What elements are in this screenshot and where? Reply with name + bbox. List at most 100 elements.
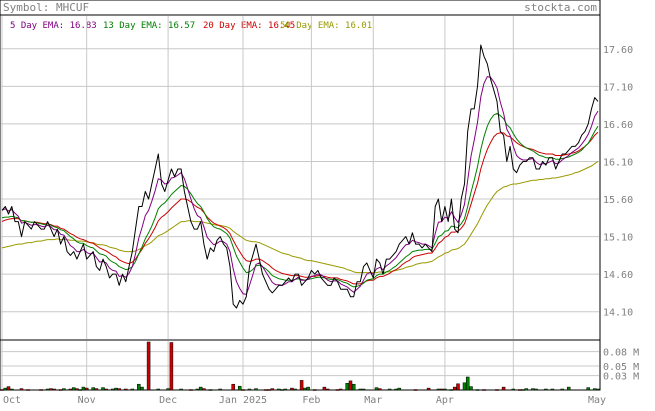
volume-bar <box>550 388 555 391</box>
volume-bar <box>358 388 363 391</box>
volume-bar <box>247 388 252 391</box>
volume-bar <box>534 388 538 391</box>
ema13-line <box>1 112 599 288</box>
volume-bar <box>566 386 571 391</box>
volume-tick-label: 0.03 M <box>603 372 639 383</box>
volume-bar <box>387 388 392 391</box>
volume-tick-label: 0.08 M <box>603 348 639 359</box>
volume-bar <box>130 388 135 391</box>
volume-bar <box>195 388 200 391</box>
volume-bar <box>531 388 535 391</box>
volume-bar <box>322 386 327 391</box>
x-tick-label: Oct <box>3 395 21 406</box>
volume-bar <box>560 388 564 391</box>
x-tick-label: May <box>588 395 606 406</box>
volume-bar <box>267 389 271 391</box>
price-line <box>1 44 599 309</box>
volume-bar <box>91 387 95 391</box>
volume-tick-label: 0.05 M <box>603 362 639 373</box>
volume-bar <box>78 389 82 391</box>
volume-bar <box>521 389 525 391</box>
volume-bar <box>348 380 353 391</box>
volume-bar <box>26 389 30 391</box>
volume-bar <box>71 387 76 391</box>
volume-bar <box>169 342 174 391</box>
price-grid <box>1 16 599 389</box>
volume-bar <box>544 388 548 391</box>
x-tick-label: Feb <box>302 395 320 406</box>
volume-bar <box>68 388 73 391</box>
volume-bar <box>264 389 268 391</box>
volume-bar <box>518 389 522 391</box>
volume-bar <box>231 383 235 391</box>
volume-bar <box>198 386 203 391</box>
volume-bar <box>45 388 50 391</box>
volume-bars <box>0 341 600 391</box>
volume-bar <box>449 389 454 391</box>
volume-bar <box>202 388 206 391</box>
x-tick-label: Apr <box>436 395 454 406</box>
volume-bar <box>49 388 53 391</box>
volume-grid <box>1 351 599 377</box>
volume-bar <box>81 386 86 391</box>
volume-bar <box>277 388 281 391</box>
volume-y-axis: 0.08 M 0.05 M0.03 M <box>603 348 639 383</box>
volume-bar <box>166 388 170 391</box>
volume-bar <box>19 388 24 391</box>
volume-bar <box>146 341 151 391</box>
price-tick-label: 17.60 <box>603 45 633 56</box>
volume-bar <box>586 387 590 391</box>
x-tick-label: Mar <box>364 395 382 406</box>
symbol-label: Symbol: MHCUF <box>3 1 89 14</box>
price-series <box>1 44 599 309</box>
volume-bar <box>3 387 8 391</box>
volume-bar <box>338 388 343 391</box>
volume-bar <box>58 389 63 391</box>
volume-bar <box>413 389 418 391</box>
volume-bar <box>110 388 115 391</box>
volume-bar <box>94 388 99 391</box>
volume-bar <box>397 387 402 391</box>
ema50-line <box>1 161 599 274</box>
volume-bar <box>10 388 14 391</box>
x-tick-label: Jan 2025 <box>219 395 267 406</box>
price-tick-label: 17.10 <box>603 82 633 93</box>
volume-bar <box>241 389 245 391</box>
volume-bar <box>378 388 382 391</box>
volume-bar <box>117 388 121 391</box>
x-axis: Oct Nov Dec Jan 2025 Feb Mar Apr May <box>3 395 606 406</box>
volume-bar <box>114 387 118 391</box>
volume-bar <box>452 386 457 391</box>
volume-bar <box>306 386 310 391</box>
volume-bar <box>179 388 183 391</box>
volume-bar <box>290 387 294 391</box>
price-tick-label: 16.60 <box>603 120 633 131</box>
volume-bar <box>137 383 141 391</box>
volume-bar <box>596 388 600 391</box>
x-tick-label: Nov <box>78 395 96 406</box>
volume-bar <box>374 387 379 391</box>
volume-bar <box>511 388 516 391</box>
volume-bar <box>140 386 144 391</box>
volume-bar <box>443 388 447 391</box>
volume-bar <box>62 388 66 391</box>
volume-bar <box>426 387 431 391</box>
legend-ema20: 20 Day EMA: 16.45 <box>203 21 295 31</box>
volume-bar <box>312 389 317 391</box>
volume-bar <box>104 388 108 391</box>
volume-bar <box>394 388 398 391</box>
volume-bar <box>52 388 56 391</box>
volume-bar <box>436 388 441 391</box>
volume-bar <box>361 388 366 391</box>
legend-ema13: 13 Day EMA: 16.57 <box>103 21 195 31</box>
volume-bar <box>39 389 43 391</box>
x-tick-label: Dec <box>159 395 177 406</box>
ema20-line <box>1 131 599 285</box>
volume-bar <box>156 388 161 391</box>
volume-bar <box>524 388 529 391</box>
volume-bar <box>501 386 506 391</box>
volume-bar <box>335 389 340 391</box>
price-tick-label: 14.60 <box>603 270 633 281</box>
